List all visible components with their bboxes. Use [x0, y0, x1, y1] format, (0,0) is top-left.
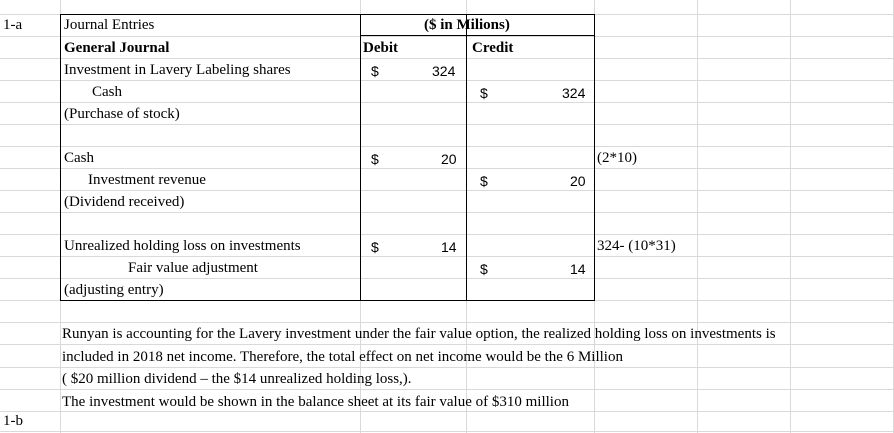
entry-1-credit-currency: $	[480, 85, 488, 101]
entry-2-calc: (2*10)	[597, 150, 637, 166]
note-line-3: ( $20 million dividend – the $14 unreali…	[62, 371, 412, 387]
header-underline	[360, 35, 595, 36]
note-line-1: Runyan is accounting for the Lavery inve…	[62, 326, 776, 342]
note-line-2: included in 2018 net income. Therefore, …	[62, 348, 623, 365]
entry-2-debit-currency: $	[371, 151, 379, 167]
entry-2-debit-account: Cash	[64, 150, 94, 166]
entry-3-description: (adjusting entry)	[64, 282, 164, 298]
entry-1-credit-amount: 324	[562, 85, 586, 101]
credit-column-border	[466, 14, 467, 301]
entry-3-credit-amount: 14	[570, 261, 586, 277]
credit-heading: Credit	[472, 40, 514, 56]
entry-1-credit-account: Cash	[92, 84, 122, 100]
debit-column-border	[360, 14, 467, 301]
general-journal-heading: General Journal	[64, 40, 170, 56]
entry-3-debit-currency: $	[371, 239, 379, 255]
entry-3-calc: 324- (10*31)	[597, 238, 676, 254]
entry-1-debit-account: Investment in Lavery Labeling shares	[64, 62, 291, 78]
explanation-notes: Runyan is accounting for the Lavery inve…	[62, 323, 776, 413]
entry-3-credit-currency: $	[480, 261, 488, 277]
debit-heading: Debit	[363, 40, 398, 56]
units-heading: ($ in Milions)	[424, 17, 510, 33]
entry-2-credit-amount: 20	[570, 173, 586, 189]
entry-3-debit-account: Unrealized holding loss on investments	[64, 238, 301, 254]
entry-3-debit-amount: 14	[441, 239, 457, 255]
part-1a-label: 1-a	[3, 17, 23, 33]
journal-table-border	[60, 14, 595, 301]
entry-1-debit-amount: 324	[432, 63, 456, 79]
entry-1-debit-currency: $	[371, 63, 379, 79]
note-line-4: The investment would be shown in the bal…	[62, 393, 569, 410]
entry-2-credit-currency: $	[480, 173, 488, 189]
entry-2-credit-account: Investment revenue	[88, 172, 206, 188]
journal-entries-title: Journal Entries	[64, 17, 155, 33]
part-1b-label: 1-b	[3, 413, 23, 429]
entry-2-description: (Dividend received)	[64, 194, 185, 210]
entry-3-credit-account: Fair value adjustment	[128, 260, 258, 276]
entry-1-description: (Purchase of stock)	[64, 106, 180, 122]
entry-2-debit-amount: 20	[441, 151, 457, 167]
